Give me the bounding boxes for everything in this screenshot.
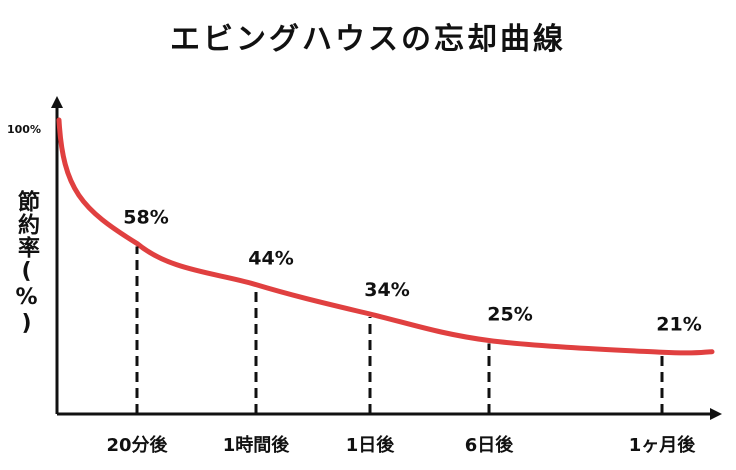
- data-label: 25%: [487, 304, 532, 326]
- y-axis-label: 節約率(%): [14, 190, 39, 337]
- x-tick-label: 1時間後: [223, 434, 291, 456]
- axes: 100% 20分後 1時間後 1日後 6日後 1ヶ月後: [7, 96, 722, 456]
- x-tick-label: 1日後: [346, 434, 396, 456]
- data-label: 34%: [364, 279, 409, 301]
- x-axis-arrow: [710, 408, 722, 420]
- data-label: 58%: [123, 206, 168, 228]
- y-axis-arrow: [51, 96, 63, 108]
- x-tick-label: 6日後: [465, 434, 515, 456]
- chart-title: エビングハウスの忘却曲線: [170, 22, 566, 57]
- series-line: [56, 117, 715, 356]
- x-tick-label: 1ヶ月後: [629, 434, 697, 456]
- data-label: 21%: [656, 313, 701, 335]
- data-label: 44%: [248, 248, 293, 270]
- y-max-tick-label: 100%: [7, 123, 41, 136]
- x-tick-label: 20分後: [106, 434, 168, 456]
- chart-marks: 58% 44% 34% 25% 21%: [56, 117, 715, 414]
